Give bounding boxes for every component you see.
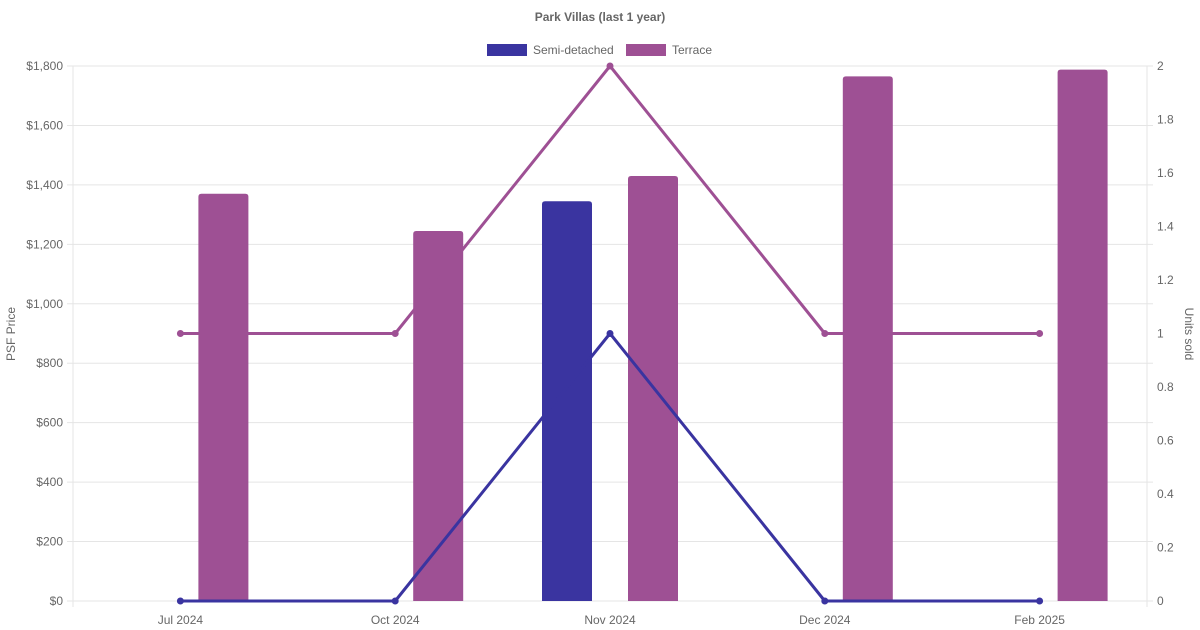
right-tick-label: 0.8 (1157, 380, 1174, 394)
right-tick-label: 0 (1157, 594, 1164, 608)
legend-item-terrace[interactable]: Terrace (626, 43, 712, 57)
left-tick-label: $200 (36, 535, 63, 549)
point-semi-detached[interactable] (606, 330, 614, 337)
chart-title: Park Villas (last 1 year) (535, 10, 666, 24)
bar-terrace[interactable] (198, 193, 249, 602)
bar-terrace[interactable] (842, 76, 893, 602)
left-axis-ticks: $0 $200 $400 $600 $800 $1,000 $1,200 $1,400 $1,6… (26, 59, 63, 608)
x-tick-label: Feb 2025 (1014, 613, 1065, 627)
x-axis-ticks: Jul 2024 Oct 2024 Nov 2024 Dec 2024 Feb 2025 (158, 613, 1066, 627)
left-axis-title: PSF Price (4, 307, 18, 361)
lines (176, 62, 1044, 605)
right-axis-title: Units sold (1182, 308, 1196, 361)
x-tick-label: Dec 2024 (799, 613, 851, 627)
x-tick-label: Oct 2024 (371, 613, 420, 627)
point-terrace[interactable] (176, 330, 184, 337)
right-tick-label: 1.8 (1157, 113, 1174, 127)
legend-swatch-terrace (626, 44, 666, 56)
point-semi-detached[interactable] (176, 597, 184, 605)
legend[interactable]: Semi-detached Terrace (487, 43, 712, 57)
left-tick-label: $1,400 (26, 178, 63, 192)
line-semi-detached (180, 332, 1040, 603)
legend-label-semi-detached: Semi-detached (533, 43, 614, 57)
right-axis-ticks: 0 0.2 0.4 0.6 0.8 1 1.2 1.4 1.6 1.8 2 (1157, 59, 1174, 608)
right-tick-label: 1.4 (1157, 220, 1174, 234)
left-tick-label: $1,000 (26, 297, 63, 311)
right-tick-label: 2 (1157, 59, 1164, 73)
bars (198, 69, 1108, 602)
left-tick-label: $1,600 (26, 118, 63, 132)
legend-swatch-semi-detached (487, 44, 527, 56)
point-semi-detached[interactable] (391, 597, 399, 605)
bar-terrace[interactable] (413, 230, 464, 602)
bar-terrace[interactable] (1057, 69, 1108, 602)
right-tick-label: 1 (1157, 327, 1164, 341)
left-tick-label: $0 (50, 594, 64, 608)
right-tick-label: 0.2 (1157, 541, 1174, 555)
point-terrace[interactable] (1036, 330, 1044, 337)
x-tick-label: Nov 2024 (584, 613, 636, 627)
point-terrace[interactable] (821, 330, 829, 337)
point-terrace[interactable] (606, 62, 614, 70)
left-tick-label: $600 (36, 416, 63, 430)
x-tick-label: Jul 2024 (158, 613, 204, 627)
point-semi-detached[interactable] (1036, 597, 1044, 605)
legend-item-semi-detached[interactable]: Semi-detached (487, 43, 614, 57)
line-terrace (180, 64, 1040, 335)
right-tick-label: 1.6 (1157, 166, 1174, 180)
left-tick-label: $800 (36, 356, 63, 370)
right-tick-label: 1.2 (1157, 273, 1174, 287)
left-tick-label: $400 (36, 475, 63, 489)
left-tick-label: $1,800 (26, 59, 63, 73)
right-tick-label: 0.4 (1157, 487, 1174, 501)
bar-semi-detached[interactable] (542, 201, 592, 601)
left-tick-label: $1,200 (26, 237, 63, 251)
right-tick-label: 0.6 (1157, 434, 1174, 448)
legend-label-terrace: Terrace (672, 43, 712, 57)
point-semi-detached[interactable] (821, 597, 829, 605)
point-terrace[interactable] (391, 330, 399, 337)
